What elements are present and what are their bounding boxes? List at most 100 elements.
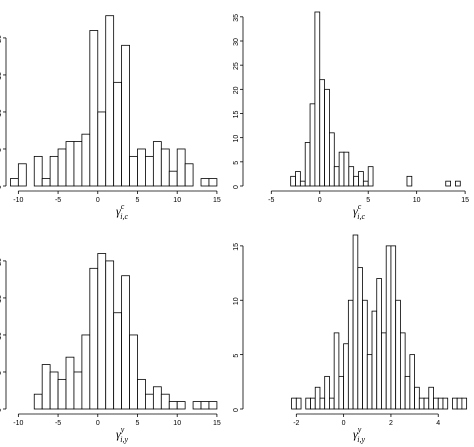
bar [423,397,430,410]
bar [295,397,302,410]
x-tick-label: 10 [173,197,181,204]
bar [409,354,415,410]
x-tick-label: 5 [366,197,370,204]
bar [65,141,75,187]
bar [362,180,369,187]
histogram-panel: 0 5 10 15 20 -10 -5 0 5 10 15 γci,c [0,15,221,221]
x-axis-label-sup: c [121,202,125,211]
y-tick-label: 20 [0,258,3,266]
bar [376,278,382,410]
y-tick-label: 10 [233,135,240,143]
y-tick-label: 5 [233,161,240,165]
x-tick-label: -10 [13,197,23,204]
bar [433,397,439,410]
x-tick-label: -2 [293,420,299,427]
bar [105,260,115,410]
y-tick-label: 0 [0,408,3,412]
bar [200,178,210,187]
x-tick-label: 5 [136,197,140,204]
y-tick-label: 25 [233,62,240,70]
bar [81,334,91,410]
y-tick-label: 15 [233,111,240,119]
bar [145,393,154,410]
y-tick-label: 5 [233,354,240,358]
y-tick-label: 15 [0,72,3,80]
y-tick-label: 10 [0,332,3,340]
histogram-panel: 0 5 10 15 20 -10 -5 0 5 10 15 γyi,y [0,253,221,444]
x-axis-label: γc i,c [353,202,366,221]
bar [452,397,458,410]
bar [129,334,138,410]
bar [353,175,359,187]
bar [113,312,123,410]
x-tick-label: 10 [413,197,421,204]
x-axis-label-sub: i,y [120,435,128,444]
x-axis-label-base: γ [116,427,121,441]
x-axis-label-base: γ [353,427,358,441]
bar [324,375,330,410]
bar [304,142,311,187]
bar [455,180,461,187]
bar [404,375,411,410]
x-tick-label: 4 [436,420,440,427]
y-tick-label: 0 [0,185,3,189]
bar [442,397,449,410]
y-tick-label: 10 [0,109,3,117]
bar [105,15,115,187]
bar [371,310,378,410]
bar [152,141,162,187]
bar [73,141,83,187]
bar [57,378,67,410]
x-axis-label: γc i,c [116,202,129,221]
bar [319,79,325,187]
x-tick-label: -5 [55,420,61,427]
bar [305,397,311,410]
bar [81,133,91,187]
y-tick-label: 0 [233,185,240,189]
bar [192,401,202,410]
bar [200,401,210,410]
bar [299,180,306,187]
bar [176,401,186,410]
bar [366,354,373,410]
bar [358,171,364,187]
x-tick-label: 5 [136,420,140,427]
bar [437,397,444,410]
bar [33,393,43,410]
bar [414,386,420,410]
bar [89,267,99,410]
y-tick-label: 30 [233,38,240,46]
bar [329,132,335,187]
bar [395,299,401,410]
x-tick-label: 2 [389,420,393,427]
bar [97,111,107,187]
bar [290,175,296,187]
x-axis-label-sup: y [120,425,125,434]
x-tick-label: -5 [55,197,61,204]
bar [390,245,397,410]
bar [333,332,340,410]
bar [295,171,301,187]
bar [160,148,170,187]
bar [399,332,406,410]
bar [314,11,321,187]
bar [445,180,451,187]
bar [33,155,43,187]
y-tick-label: 10 [233,297,240,305]
x-tick-label: 0 [318,197,322,204]
x-axis-label-sup: y [357,425,362,434]
bar [343,343,349,410]
histogram-panel: 0 5 10 15 -2 0 2 4 γy i,y [233,234,468,444]
bar [329,397,335,410]
bar [113,81,123,187]
bar [324,88,330,187]
bar [333,166,340,187]
x-tick-label: 0 [96,420,100,427]
bar [184,163,194,187]
bar [17,163,27,187]
x-axis-label-base: γ [116,204,121,218]
bar [41,364,51,410]
bar [121,275,130,410]
bar [343,151,350,187]
